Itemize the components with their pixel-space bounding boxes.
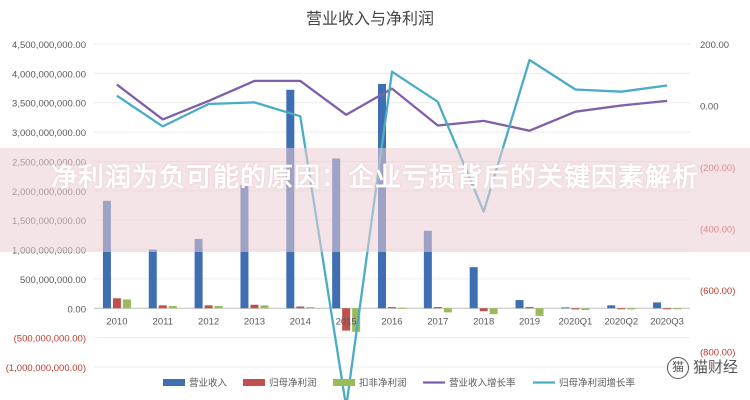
bar (479, 308, 488, 312)
x-tick-label: 2019 (519, 316, 540, 327)
left-tick-label: (1,000,000,000.00) (6, 363, 86, 374)
bar (214, 305, 223, 309)
bar (607, 305, 616, 309)
bar (158, 305, 167, 309)
bar (168, 305, 177, 309)
bar (673, 308, 682, 310)
bar (122, 299, 131, 309)
bar (112, 298, 121, 309)
bar (663, 308, 672, 310)
left-tick-label: 500,000,000.00 (20, 275, 86, 286)
bar (627, 308, 636, 310)
legend-swatch (243, 379, 265, 386)
x-tick-label: 2011 (153, 316, 173, 327)
bar (342, 308, 351, 331)
bar (443, 308, 452, 313)
right-tick-label: (800.00) (700, 348, 735, 359)
left-tick-label: 4,500,000,000.00 (12, 40, 86, 51)
legend-label: 营业收入 (189, 377, 228, 389)
bar (571, 308, 580, 310)
x-tick-label: 2017 (427, 316, 448, 327)
bar (194, 238, 203, 309)
bar (388, 307, 396, 309)
bar (260, 305, 269, 309)
legend-label: 扣非净利润 (359, 377, 407, 389)
bar (250, 304, 259, 309)
legend-label: 归母净利润增长率 (559, 377, 636, 389)
x-tick-label: 2010 (106, 316, 127, 327)
x-tick-label: 2013 (244, 316, 265, 327)
legend-label: 营业收入增长率 (449, 377, 516, 389)
bar (535, 308, 544, 316)
bar (102, 200, 111, 309)
left-tick-label: 0.00 (68, 304, 87, 315)
left-tick-label: 3,000,000,000.00 (12, 128, 86, 139)
x-tick-label: 2020Q2 (604, 316, 638, 327)
bar (469, 267, 478, 309)
left-tick-label: (500,000,000.00) (14, 334, 86, 345)
cat-logo-icon: 猫 (666, 356, 689, 379)
chart-title: 营业收入与净利润 (306, 9, 434, 28)
bar (296, 306, 305, 309)
bar (423, 230, 432, 309)
bar (561, 307, 570, 309)
bar (653, 302, 662, 309)
grid-lines (94, 43, 690, 368)
left-tick-label: 3,500,000,000.00 (12, 99, 86, 110)
banner-headline: 净利润为负可能的原因：企业亏损背后的关键因素解析 (50, 163, 699, 193)
right-tick-label: 0.00 (700, 102, 719, 113)
right-tick-label: 200.00 (700, 40, 729, 51)
right-tick-label: (600.00) (700, 286, 735, 297)
bar (489, 308, 498, 315)
bar (617, 308, 626, 310)
x-tick-label: 2020Q3 (650, 316, 684, 327)
x-tick-label: 2020Q1 (558, 316, 592, 327)
legend-label: 归母净利润 (269, 377, 317, 389)
bar (148, 249, 157, 309)
series-line (116, 58, 668, 400)
line-series (116, 58, 668, 400)
bar (433, 307, 442, 309)
bar (398, 307, 406, 309)
series-line (116, 79, 668, 132)
x-tick-label: 2016 (381, 316, 402, 327)
x-tick-label: 2014 (290, 316, 311, 327)
watermark: 猫猫财经 (666, 356, 738, 379)
bar (306, 307, 315, 309)
left-tick-label: 4,000,000,000.00 (12, 69, 86, 80)
x-tick-label: 2015 (336, 316, 357, 327)
legend: 营业收入 归母净利润 扣非净利润 营业收入增长率 归母净利润增长率 (163, 377, 636, 389)
legend-swatch (163, 379, 185, 386)
bar (515, 300, 524, 309)
bar (352, 308, 361, 332)
bar (204, 305, 213, 309)
x-tick-label: 2018 (473, 316, 494, 327)
bar (581, 308, 590, 311)
watermark-text: 猫财经 (692, 358, 738, 376)
title-banner (0, 148, 750, 252)
bar (525, 307, 534, 309)
legend-swatch (333, 379, 355, 386)
x-tick-label: 2012 (198, 316, 219, 327)
x-axis: 2010 2011 2012 2013 2014 2015 2016 2017 2018 2019… (106, 316, 684, 327)
